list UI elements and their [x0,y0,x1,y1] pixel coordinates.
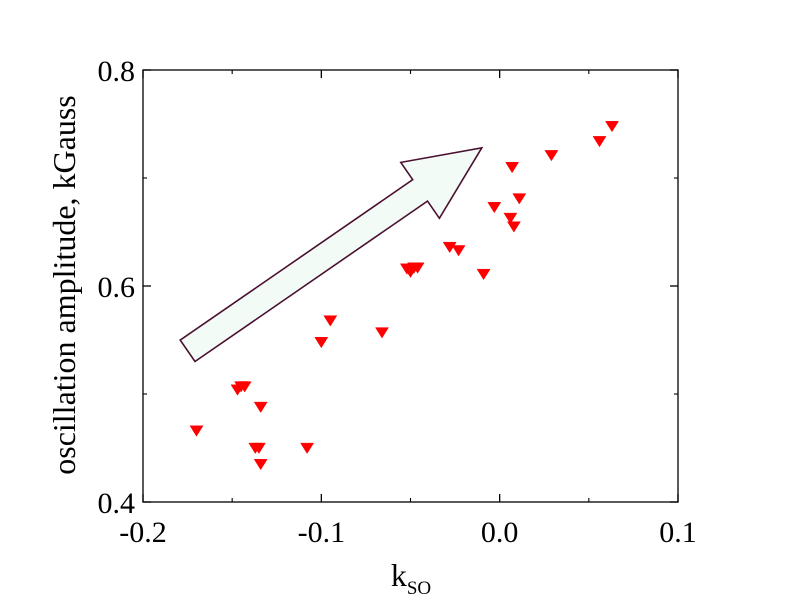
data-point [512,193,527,205]
annotation-arrow [179,146,484,363]
data-point [503,212,518,224]
data-point [253,459,268,471]
x-axis-title-main: k [391,557,407,593]
data-point [442,241,457,254]
data-point [505,162,520,174]
y-axis-title: oscillation amplitude, kGauss [46,95,82,475]
data-point [375,327,389,339]
data-point [451,245,466,257]
axis-labels: oscillation amplitude, kGauss kSO [46,95,431,599]
axes: -0.2 -0.1 0.0 0.1 0.4 0.6 0.8 [98,55,697,549]
data-point [605,121,619,133]
plot-frame [142,69,679,503]
data-point [410,262,425,274]
x-tick-label: 0.0 [481,516,519,549]
data-points [189,121,619,471]
data-point [300,442,315,454]
data-point [487,202,502,214]
arrow-shape [179,146,484,363]
data-point [476,268,491,281]
data-point [323,315,338,327]
data-point [237,381,252,393]
data-point [253,401,268,413]
y-tick-label: 0.6 [98,271,136,304]
data-point [251,442,266,454]
data-point [314,337,329,349]
data-point [544,150,559,162]
x-tick-label: -0.1 [298,516,346,549]
x-tick-label: 0.1 [659,516,697,549]
x-tick-label: -0.2 [119,516,167,549]
x-axis-title-subscript: SO [407,578,431,599]
data-point [506,221,521,233]
data-point [592,136,607,148]
x-axis-title: kSO [391,557,431,599]
data-point [189,425,204,437]
y-tick-label: 0.8 [98,55,136,88]
y-tick-label: 0.4 [98,487,136,520]
